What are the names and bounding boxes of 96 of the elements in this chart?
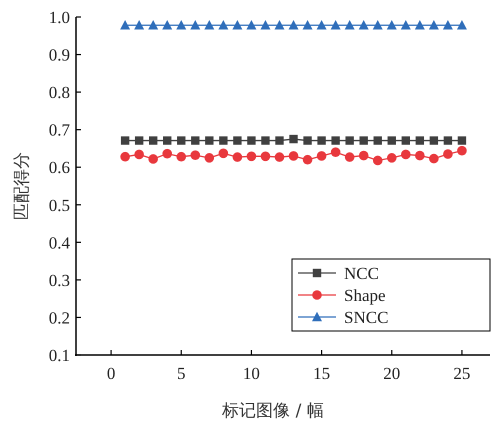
point [442,20,453,30]
point [457,146,467,156]
point [176,20,186,30]
point [190,150,200,160]
point [456,20,467,30]
point [443,149,453,159]
y-tick-label: 0.1 [48,346,70,365]
y-tick-label: 0.7 [48,120,70,140]
point [274,20,284,30]
point [246,20,256,30]
y-tick-label: 0.3 [48,270,70,290]
y-tick-label: 0.5 [48,196,70,215]
point [204,20,214,30]
y-axis-title: 匹配得分 [12,152,32,220]
point [458,136,466,145]
x-tick-label: 25 [453,364,470,383]
point [190,20,200,30]
y-tick-label: 0.8 [48,83,70,102]
point [331,136,340,145]
point [316,20,327,30]
point [372,20,383,30]
point [288,20,299,30]
x-axis-title: 标记图像 / 幅 [221,401,324,421]
point [232,152,242,162]
point [162,148,172,158]
point [386,20,397,30]
legend-label: Shape [344,286,386,305]
point [260,152,270,162]
point [372,156,383,166]
point [120,136,130,145]
point [120,20,130,30]
point [162,20,172,30]
point [218,148,228,158]
point [345,136,354,145]
point [275,136,284,145]
point [330,147,340,157]
point [134,20,144,30]
point [191,136,200,145]
point [303,136,312,145]
point [288,151,298,161]
point [148,154,158,164]
y-tick-label: 1.0 [48,8,70,27]
point [120,152,130,162]
point [218,20,228,30]
point [402,136,410,145]
point [219,136,228,145]
point [260,20,270,30]
y-tick-label: 0.9 [48,46,70,65]
point [302,154,312,165]
legend-label: NCC [344,264,379,283]
point [317,136,326,145]
point [316,151,326,161]
x-tick-label: 10 [242,364,260,383]
y-tick-label: 0.6 [48,158,70,178]
point [344,20,355,30]
legend-label: SNCC [344,308,388,327]
point [204,153,214,163]
x-tick-label: 20 [383,364,400,383]
point [428,20,439,30]
x-tick-label: 15 [313,364,330,383]
x-tick-label: 0 [106,364,116,383]
y-tick-label: 0.4 [48,233,70,252]
point [302,20,313,30]
point [415,150,425,160]
point [344,152,354,162]
point [134,136,144,145]
point [261,136,270,145]
point [400,20,411,30]
point [330,20,341,30]
point [148,20,158,30]
point [400,150,411,160]
point [148,136,158,145]
point [247,136,256,145]
point [163,136,172,145]
point [274,152,284,162]
point [246,152,256,162]
point [358,20,369,30]
x-tick-label: 5 [177,364,186,383]
point [358,150,368,160]
point [429,154,439,164]
point [388,136,396,145]
point [414,20,425,30]
point [289,134,298,144]
point [444,136,452,145]
point [205,136,214,145]
point [232,20,242,30]
y-tick-label: 0.2 [48,308,70,328]
point [416,136,424,145]
point [430,136,438,145]
point [134,150,144,160]
point [176,152,186,162]
point [359,136,368,145]
point [177,136,186,145]
point [233,136,242,145]
point [374,136,382,145]
point [386,153,397,163]
